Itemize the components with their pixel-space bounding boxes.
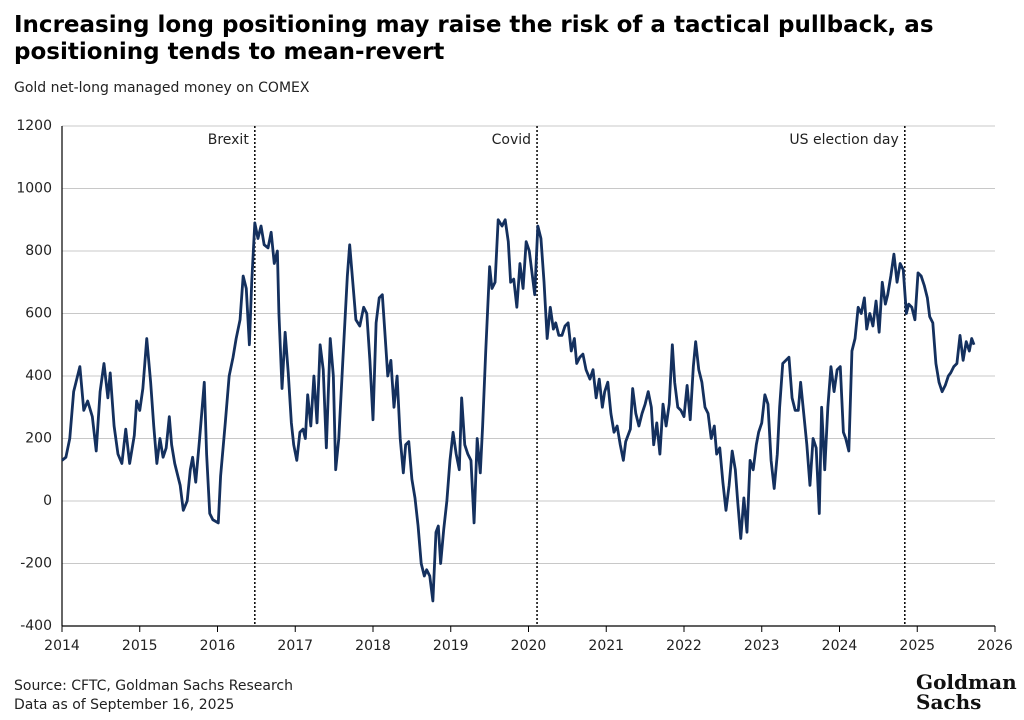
y-tick-label: 1000 bbox=[16, 181, 52, 197]
x-tick-label: 2025 bbox=[899, 638, 935, 654]
y-tick-label: 200 bbox=[25, 431, 52, 447]
event-label: US election day bbox=[789, 132, 898, 148]
y-tick-label: -400 bbox=[20, 618, 52, 634]
x-tick-label: 2022 bbox=[666, 638, 702, 654]
logo: Goldman Sachs bbox=[916, 670, 1017, 714]
y-tick-label: 600 bbox=[25, 306, 52, 322]
note: Data as of September 16, 2025 bbox=[14, 697, 235, 713]
x-tick-label: 2019 bbox=[433, 638, 469, 654]
event-label: Covid bbox=[492, 132, 531, 148]
event-label: Brexit bbox=[208, 132, 250, 148]
x-tick-label: 2020 bbox=[511, 638, 547, 654]
series-line bbox=[61, 218, 976, 603]
x-tick-label: 2017 bbox=[277, 638, 313, 654]
chart-subtitle: Gold net-long managed money on COMEX bbox=[14, 80, 310, 96]
y-tick-label: 0 bbox=[43, 493, 52, 509]
y-tick-label: 800 bbox=[25, 243, 52, 259]
chart: -400 -200 0 200 400 600 800 1000 1200 2014 2015 201… bbox=[16, 118, 1013, 654]
x-tick-label: 2014 bbox=[44, 638, 80, 654]
x-tick-label: 2021 bbox=[588, 638, 624, 654]
x-tick-label: 2018 bbox=[355, 638, 391, 654]
x-tick-label: 2016 bbox=[200, 638, 236, 654]
y-tick-label: 1200 bbox=[16, 118, 52, 134]
x-tick-label: 2024 bbox=[822, 638, 858, 654]
y-tick-label: -200 bbox=[20, 556, 52, 572]
y-tick-label: 400 bbox=[25, 368, 52, 384]
x-tick-label: 2026 bbox=[977, 638, 1013, 654]
source: Source: CFTC, Goldman Sachs Research bbox=[14, 678, 293, 694]
chart-title: Increasing long positioning may raise th… bbox=[14, 12, 934, 65]
x-tick-label: 2023 bbox=[744, 638, 780, 654]
x-tick-label: 2015 bbox=[122, 638, 158, 654]
